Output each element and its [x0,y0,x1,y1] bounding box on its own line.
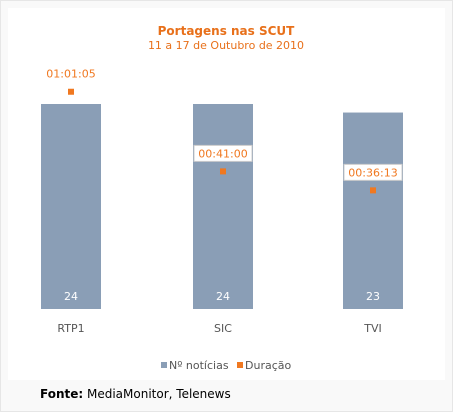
source-label: Fonte: [40,387,84,401]
legend-label-duracao: Duração [245,359,291,372]
legend-swatch-duracao [237,362,243,368]
legend: Nº notícias Duração [161,359,291,372]
x-tick-label: TVI [363,322,382,335]
duration-marker [370,187,376,194]
duration-label-box [193,144,253,162]
source-text: MediaMonitor, Telenews [83,387,231,401]
chart-subtitle: 11 a 17 de Outubro de 2010 [148,39,304,52]
duration-marker [220,168,226,175]
x-tick-label: SIC [214,322,232,335]
duration-marker [68,88,74,95]
duration-label: 00:36:13 [348,166,397,179]
chart-title: Portagens nas SCUT [158,24,296,38]
duration-label: 01:01:05 [46,68,95,81]
legend-swatch-noticias [161,362,167,368]
bar-sic [193,104,253,309]
legend-label-noticias: Nº notícias [169,359,229,372]
bar-value-label: 24 [64,290,78,303]
x-tick-label: RTP1 [57,322,84,335]
bar-value-label: 23 [366,290,380,303]
bar-rtp1 [41,104,101,309]
bar-tvi [343,112,403,310]
source-note: Fonte: MediaMonitor, Telenews [40,387,231,401]
duration-label: 00:41:00 [198,147,247,160]
bar-value-label: 24 [216,290,230,303]
duration-label-box [343,163,403,181]
